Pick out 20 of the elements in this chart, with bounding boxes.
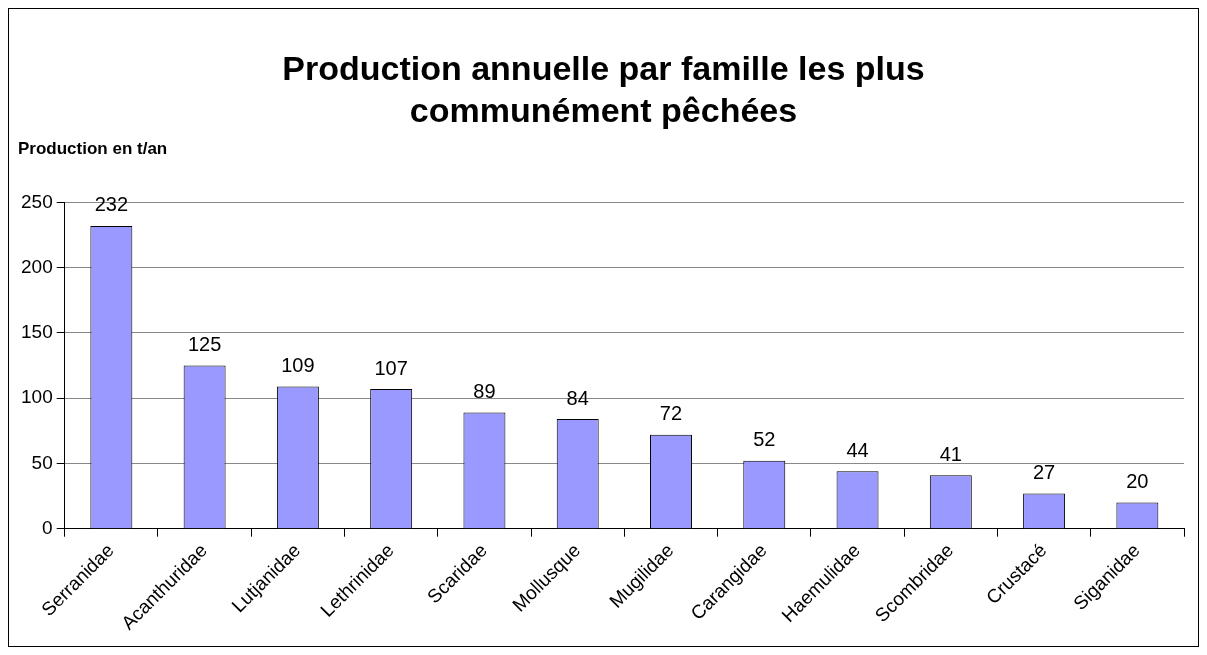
y-axis-title: Production en t/an xyxy=(18,139,168,159)
y-tick-label: 0 xyxy=(42,516,53,538)
y-tick-label: 50 xyxy=(31,451,53,473)
data-label: 107 xyxy=(374,356,408,379)
data-label: 41 xyxy=(939,442,962,465)
data-label: 72 xyxy=(659,402,683,425)
y-tick-label: 250 xyxy=(21,190,53,212)
data-label: 125 xyxy=(187,333,222,356)
y-tick-label: 150 xyxy=(21,321,53,343)
data-label: 20 xyxy=(1126,470,1149,493)
y-tick-label: 100 xyxy=(21,386,53,408)
data-label: 89 xyxy=(473,380,496,403)
data-label: 52 xyxy=(753,428,776,451)
chart-title: Production annuelle par famille les plus communément pêchées xyxy=(281,48,926,131)
data-label: 44 xyxy=(846,438,869,461)
data-label: 84 xyxy=(566,386,589,409)
data-label: 232 xyxy=(94,193,129,216)
data-label: 27 xyxy=(1032,460,1056,483)
y-tick-label: 200 xyxy=(21,255,53,277)
data-label: 109 xyxy=(281,353,315,376)
